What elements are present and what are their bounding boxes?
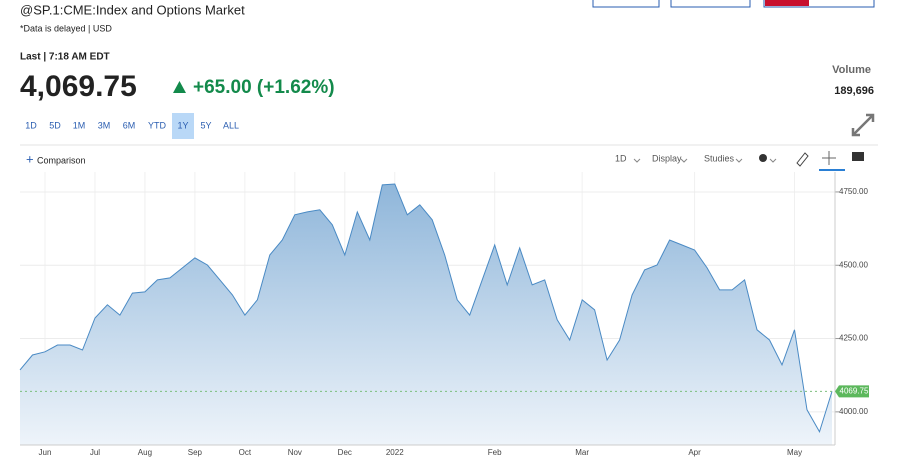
studies[interactable]: Studies [704,153,735,163]
x-tick-label: Aug [138,448,152,457]
range-button[interactable]: YTD [148,120,167,130]
range-button[interactable]: ALL [223,120,239,130]
x-tick-label: Oct [239,448,252,457]
range-button[interactable]: 1Y [177,120,188,130]
price-change: +65.00 (+1.62%) [193,77,335,98]
x-tick-label: May [787,448,802,457]
interval[interactable]: 1D [615,153,627,163]
comment-icon[interactable] [852,152,864,161]
page-title: @SP.1:CME:Index and Options Market [20,2,245,17]
plot: Jun Jul Aug Sep Oct Nov Dec 2022 Feb Mar Apr May 400… [19,172,869,457]
range-button[interactable]: 5D [49,120,61,130]
x-tick-label: Apr [688,448,701,457]
range-button[interactable]: 6M [123,120,136,130]
line [19,183,833,434]
last-tag [835,385,869,398]
plus-icon[interactable]: + [26,151,34,166]
settings-icon[interactable] [759,154,767,162]
x-tick-label: Mar [575,448,589,457]
range-button[interactable]: 1M [73,120,86,130]
area [20,184,832,445]
y-tick-label: 4750.00 [839,187,868,196]
top-button-accent [765,0,809,6]
top-button[interactable] [670,0,751,8]
last-tag-label: 4069.75 [840,387,869,396]
range-selected [172,113,194,139]
volume: 189,696 [834,85,874,97]
x-tick-label: Feb [488,448,502,457]
x-tick-label: Jul [90,448,100,457]
up-arrow [173,81,186,93]
range-button[interactable]: 5Y [200,120,211,130]
range-button[interactable]: 1D [25,120,37,130]
range-button[interactable]: 3M [98,120,111,130]
x-tick-label: Jun [39,448,52,457]
dropdown-carets [633,158,777,163]
x-tick-label: 2022 [386,448,404,457]
top-button[interactable] [592,0,660,8]
last-time: Last | 7:18 AM EDT [20,52,110,63]
comparison[interactable]: Comparison [37,155,86,165]
x-tick-label: Nov [288,448,302,457]
y-tick-label: 4000.00 [839,407,868,416]
x-tick-label: Sep [188,448,203,457]
expand-icon[interactable] [851,113,875,137]
crosshair-icon[interactable] [822,151,836,165]
volume-label: Volume [832,64,871,76]
y-tick-label: 4250.00 [839,334,868,343]
x-tick-label: Dec [338,448,352,457]
top-button[interactable] [763,0,875,8]
y-tick-label: 4500.00 [839,260,868,269]
price: 4,069.75 [20,70,137,103]
display[interactable]: Display [652,153,682,163]
subtitle: *Data is delayed | USD [20,23,112,33]
draw-icon[interactable] [796,152,809,167]
